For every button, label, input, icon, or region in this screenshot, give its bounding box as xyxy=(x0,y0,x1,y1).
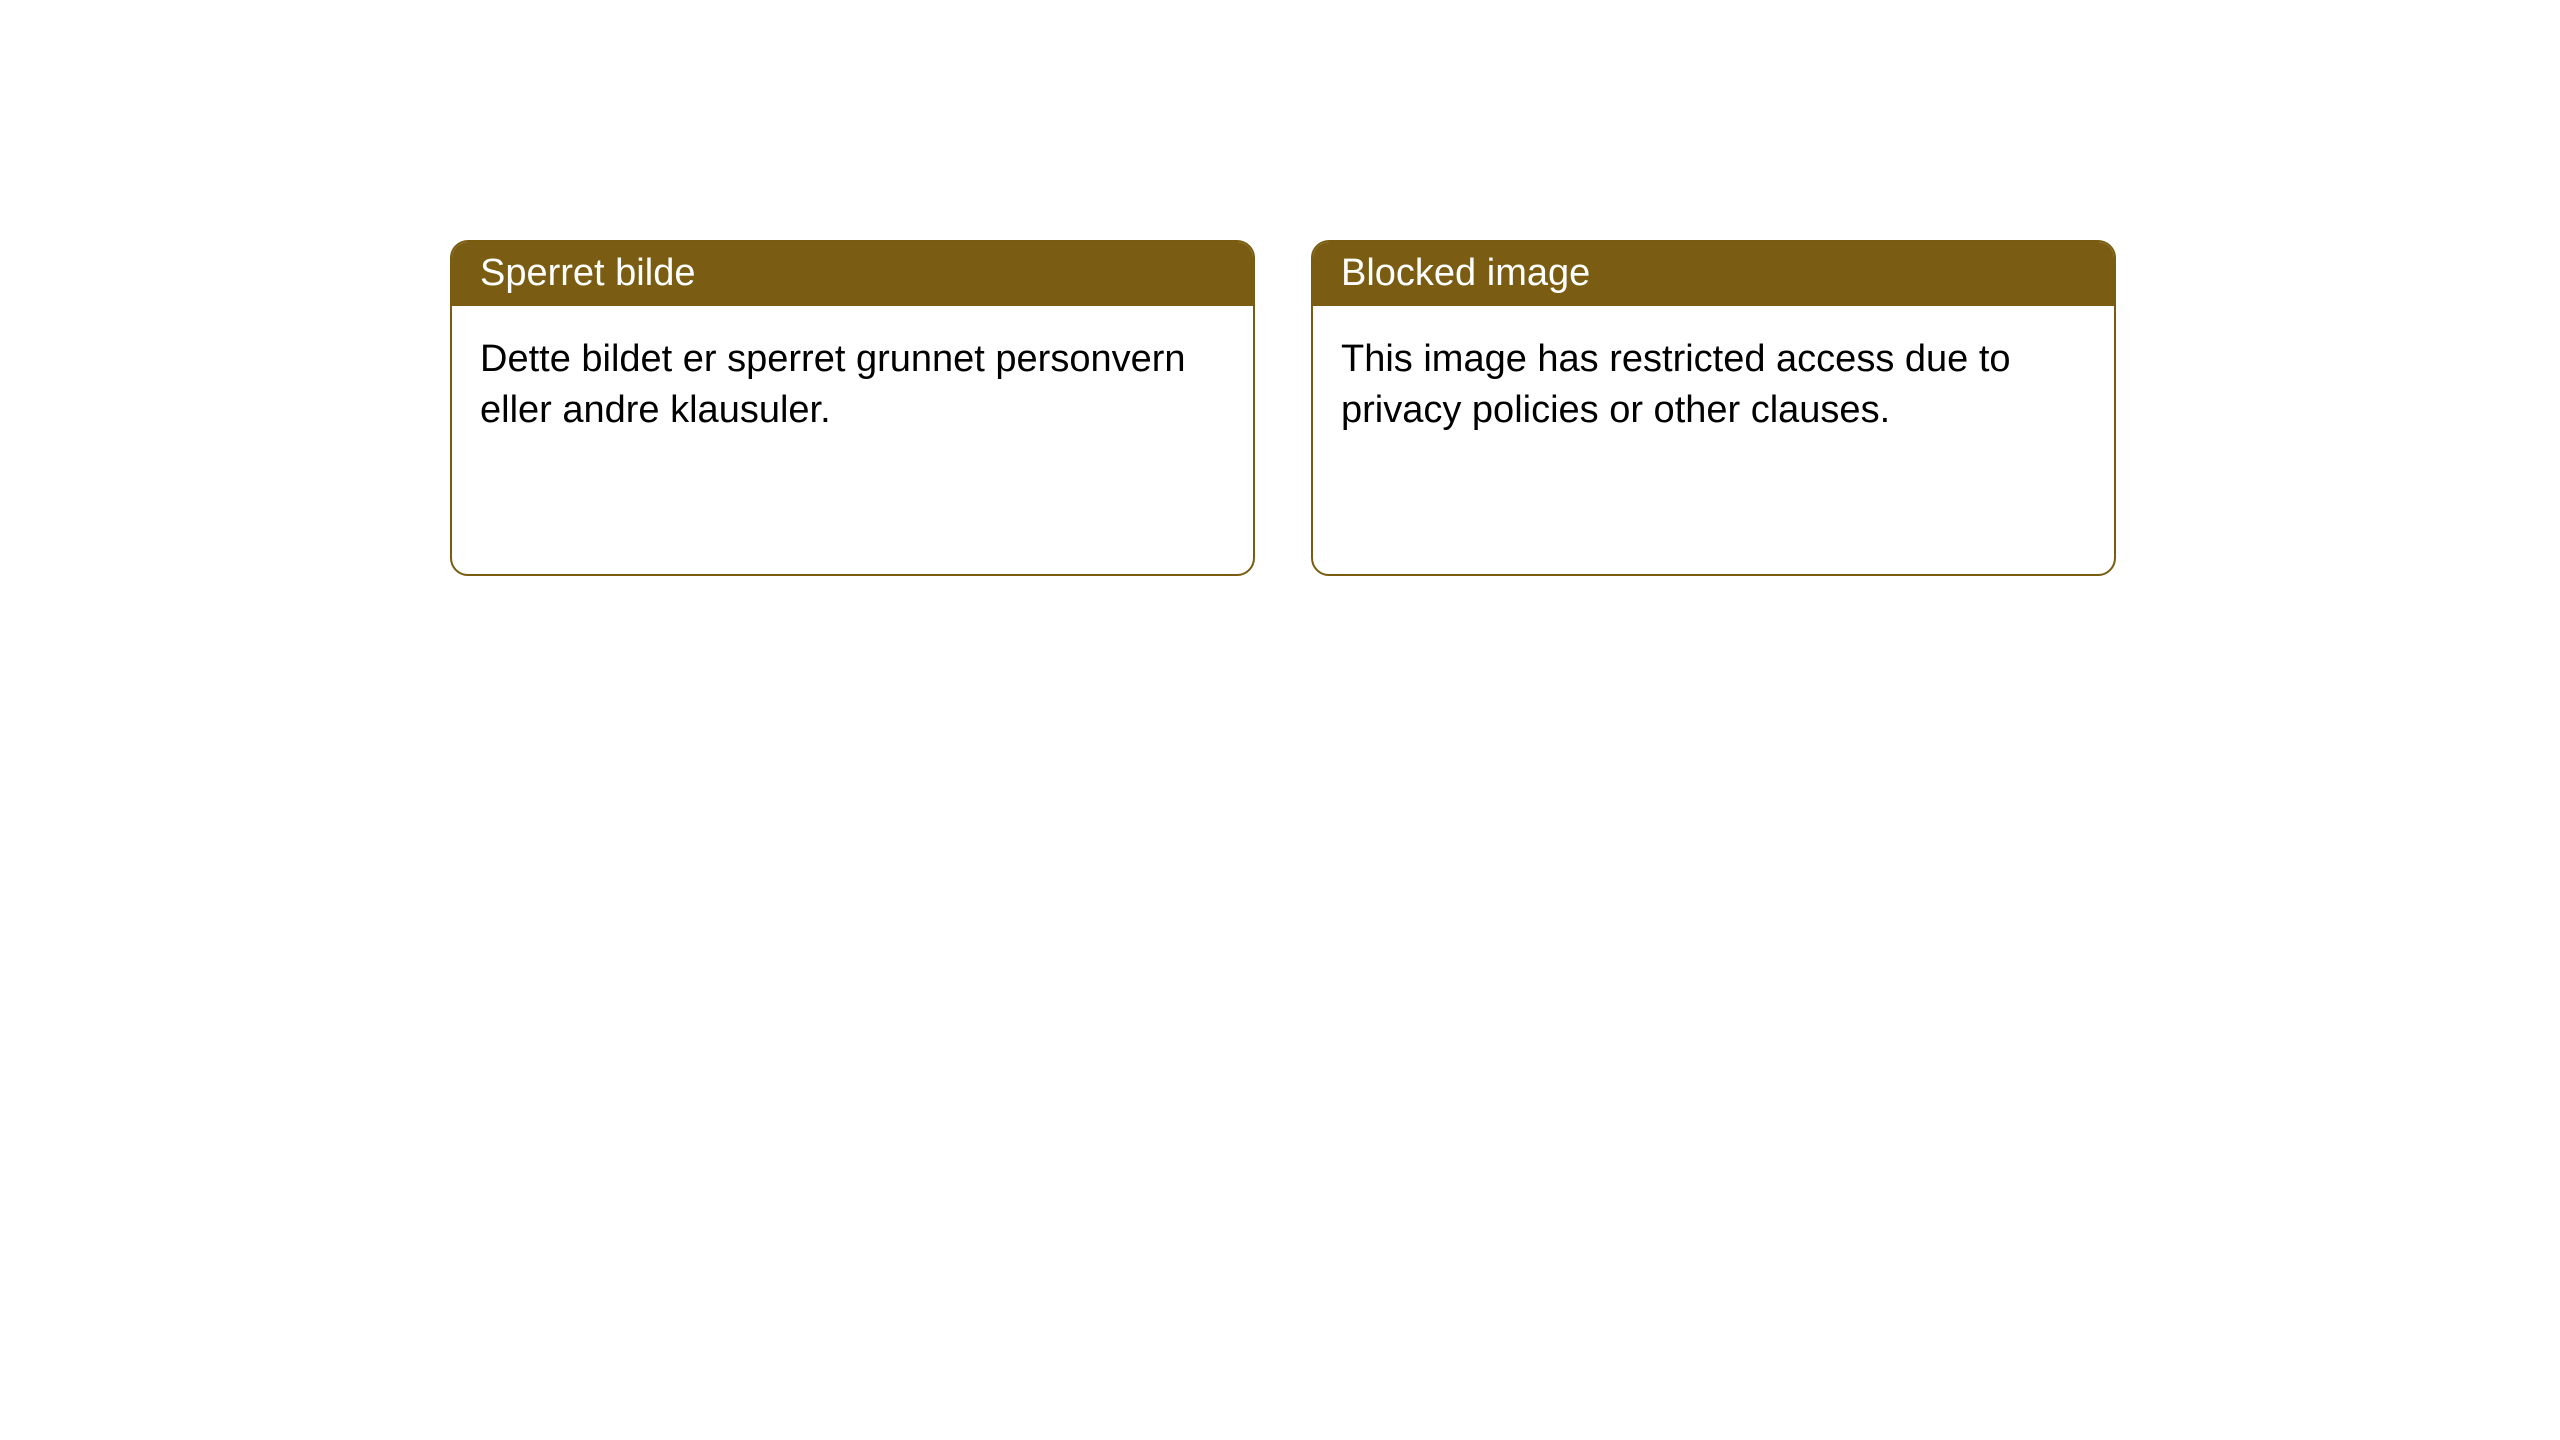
card-title: Sperret bilde xyxy=(480,252,695,294)
card-body-text: This image has restricted access due to … xyxy=(1341,338,2011,431)
blocked-image-card-no: Sperret bilde Dette bildet er sperret gr… xyxy=(450,240,1255,576)
card-body: Dette bildet er sperret grunnet personve… xyxy=(452,306,1253,465)
card-body-text: Dette bildet er sperret grunnet personve… xyxy=(480,338,1186,431)
card-header: Blocked image xyxy=(1313,242,2114,306)
blocked-image-card-en: Blocked image This image has restricted … xyxy=(1311,240,2116,576)
notice-container: Sperret bilde Dette bildet er sperret gr… xyxy=(0,0,2560,576)
card-body: This image has restricted access due to … xyxy=(1313,306,2114,465)
card-header: Sperret bilde xyxy=(452,242,1253,306)
card-title: Blocked image xyxy=(1341,252,1590,294)
